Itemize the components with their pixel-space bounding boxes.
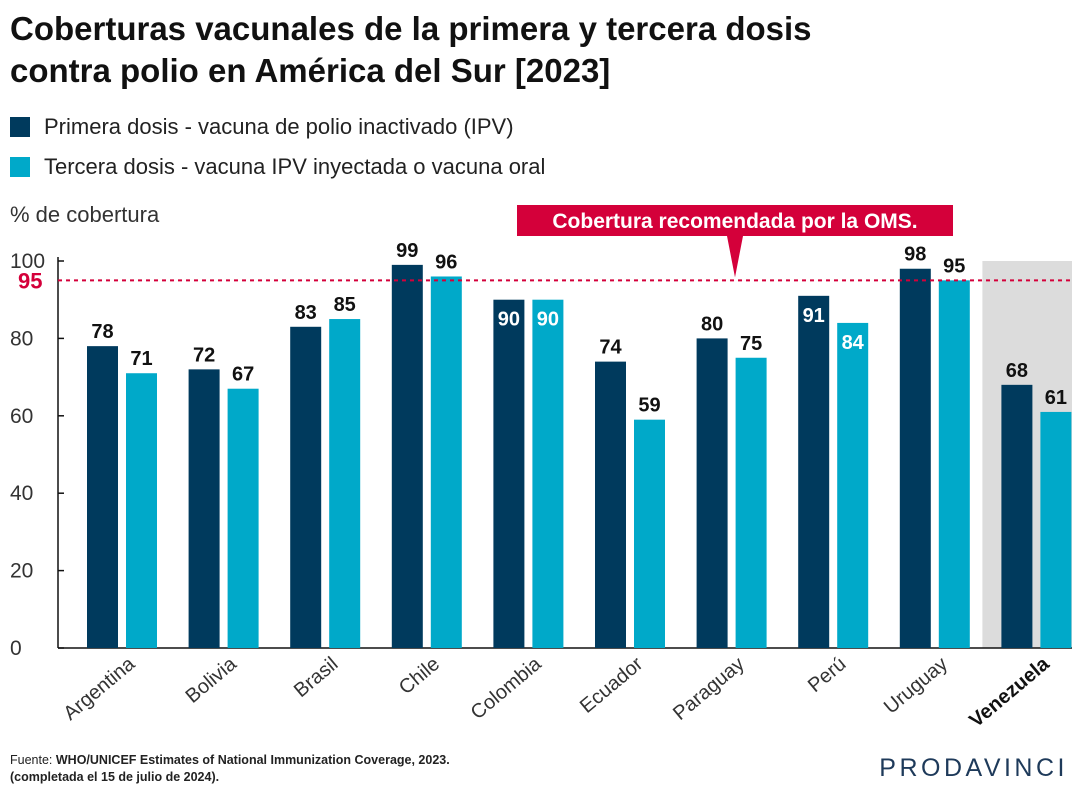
legend-label-tercera: Tercera dosis - vacuna IPV inyectada o v… [44, 154, 546, 179]
source-text: WHO/UNICEF Estimates of National Immuniz… [55, 753, 450, 767]
legend-label-primera: Primera dosis - vacuna de polio inactiva… [44, 114, 514, 139]
bar-tercera-bolivia [227, 388, 259, 648]
bar-primera-bolivia [188, 369, 220, 648]
y-tick-label: 0 [10, 637, 22, 660]
annotation-box [517, 205, 953, 278]
legend-item-tercera: Tercera dosis - vacuna IPV inyectada o v… [10, 154, 545, 180]
data-label: 61 [1045, 387, 1067, 409]
bar-tercera-colombia [532, 299, 564, 648]
data-label: 90 [498, 309, 520, 331]
data-label: 71 [130, 348, 152, 370]
data-label: 80 [701, 313, 723, 335]
x-tick-label: Argentina [59, 652, 139, 724]
bar-tercera-ecuador [634, 419, 665, 648]
data-label: 90 [537, 309, 559, 331]
prodavinci-logo: PRODAVINCI [879, 754, 1068, 782]
data-label: 59 [638, 395, 660, 417]
data-label: 95 [943, 255, 965, 277]
x-tick-label: Paraguay [669, 653, 749, 725]
data-label: 74 [599, 337, 622, 359]
x-tick-label: Venezuela [965, 652, 1054, 732]
bar-tercera-chile [430, 276, 462, 648]
data-label: 96 [435, 251, 457, 273]
bar-primera-perú [798, 295, 830, 648]
bar-primera-colombia [493, 299, 525, 648]
y-tick-label: 20 [10, 560, 33, 583]
x-tick-label: Perú [804, 653, 851, 697]
y-tick-label: 80 [10, 327, 33, 350]
data-label: 91 [803, 305, 825, 327]
source-prefix: Fuente: [10, 753, 53, 767]
bar-primera-uruguay [899, 268, 931, 648]
bar-tercera-uruguay [938, 280, 970, 648]
data-label: 98 [904, 244, 926, 266]
reference-line-label: 95 [18, 268, 42, 293]
data-label: 75 [740, 333, 762, 355]
bar-tercera-brasil [329, 319, 361, 648]
data-label: 68 [1006, 360, 1028, 382]
y-tick-label: 100 [10, 250, 45, 273]
x-tick-label: Brasil [290, 653, 342, 702]
x-tick-label: Bolivia [182, 652, 242, 707]
data-label: 83 [295, 302, 317, 324]
x-tick-label: Uruguay [880, 653, 952, 718]
chart-title-line-2: contra polio en América del Sur [2023] [10, 52, 611, 89]
bar-tercera-perú [837, 322, 869, 648]
annotation-text: Cobertura recomendada por la OMS. [552, 210, 917, 233]
bar-primera-argentina [87, 346, 118, 648]
chart-title: Coberturas vacunales de la primera y ter… [10, 8, 1070, 92]
legend-item-primera: Primera dosis - vacuna de polio inactiva… [10, 114, 514, 140]
data-label: 85 [334, 294, 356, 316]
source-note: Fuente: WHO/UNICEF Estimates of National… [10, 752, 450, 786]
bar-primera-venezuela [1001, 384, 1033, 648]
legend-swatch-primera [10, 117, 30, 137]
bar-tercera-venezuela [1040, 411, 1072, 648]
bar-tercera-paraguay [735, 357, 767, 648]
x-tick-label: Chile [395, 653, 444, 699]
data-label: 99 [396, 240, 418, 262]
bar-primera-chile [391, 264, 423, 648]
data-label: 67 [232, 364, 254, 386]
y-axis-label: % de cobertura [10, 202, 160, 227]
bar-tercera-argentina [126, 373, 157, 648]
data-label: 72 [193, 344, 215, 366]
source-date: (completada el 15 de julio de 2024). [10, 770, 220, 784]
x-tick-label: Colombia [467, 652, 547, 724]
legend-swatch-tercera [10, 157, 30, 177]
y-tick-label: 40 [10, 482, 33, 505]
bar-primera-paraguay [696, 338, 728, 648]
data-label: 84 [842, 332, 865, 354]
y-tick-label: 60 [10, 405, 33, 428]
chart-title-line-1: Coberturas vacunales de la primera y ter… [10, 10, 812, 47]
data-label: 78 [91, 321, 113, 343]
bar-primera-ecuador [595, 361, 626, 648]
x-tick-label: Ecuador [576, 653, 647, 718]
bar-primera-brasil [290, 326, 322, 648]
